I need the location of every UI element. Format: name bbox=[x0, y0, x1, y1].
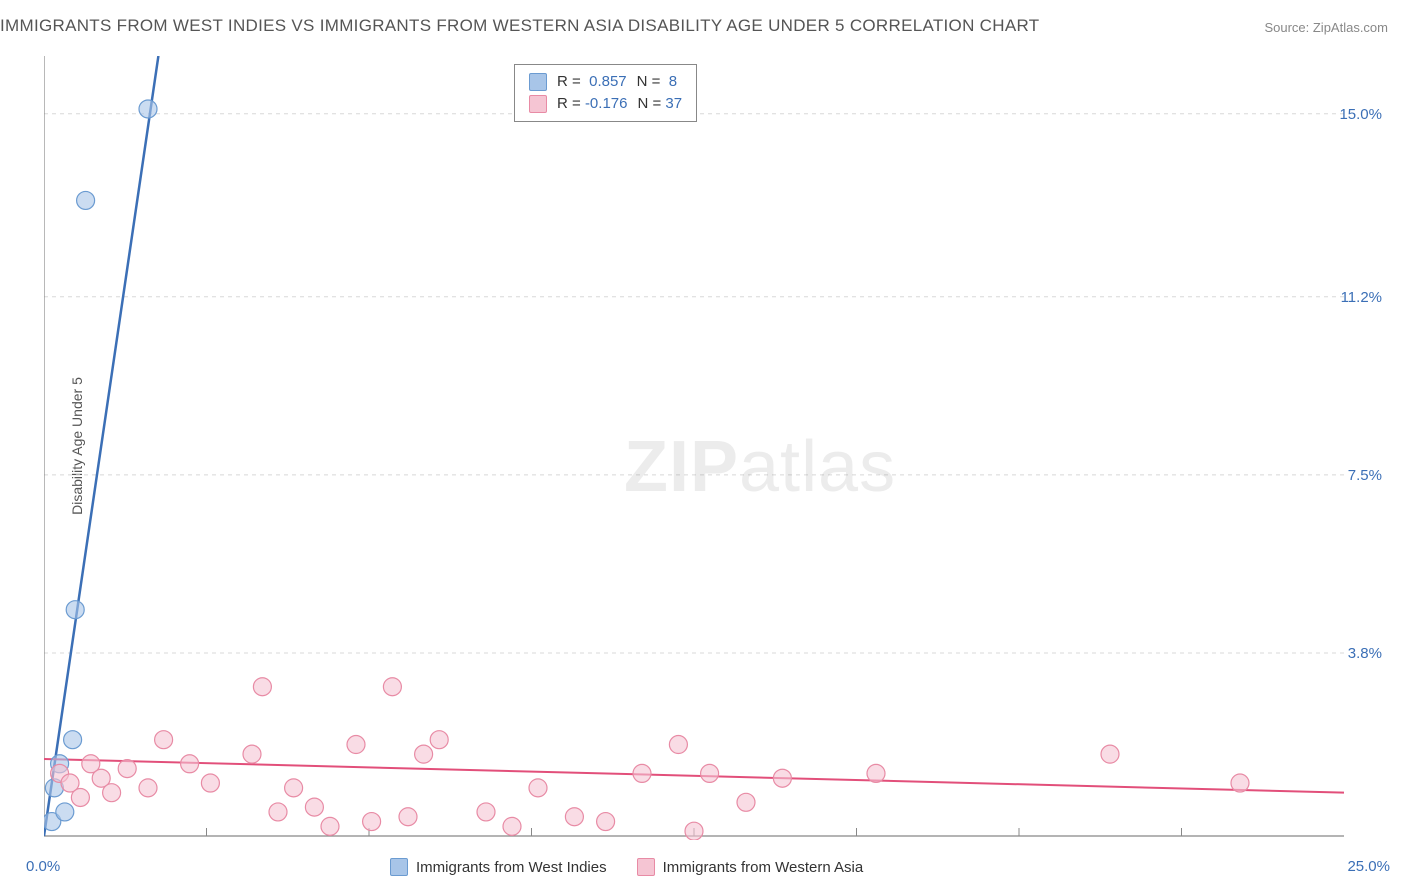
legend-item-series-2: Immigrants from Western Asia bbox=[637, 858, 864, 876]
n-value: 37 bbox=[665, 95, 682, 112]
legend-swatch-2 bbox=[637, 858, 655, 876]
source-label: Source: bbox=[1264, 20, 1312, 35]
legend-item-series-1: Immigrants from West Indies bbox=[390, 858, 607, 876]
series-1-color-swatch bbox=[529, 73, 547, 91]
source-attribution: Source: ZipAtlas.com bbox=[1264, 20, 1388, 35]
legend: Immigrants from West Indies Immigrants f… bbox=[390, 858, 863, 876]
stats-row-series-1: R = 0.857 N = 8 bbox=[529, 71, 682, 93]
x-max-label: 25.0% bbox=[1347, 858, 1390, 875]
n-label: N = bbox=[637, 73, 665, 90]
legend-label-2: Immigrants from Western Asia bbox=[663, 859, 864, 876]
r-value: 0.857 bbox=[585, 73, 627, 90]
y-tick-label: 7.5% bbox=[1348, 467, 1382, 484]
chart-title: IMMIGRANTS FROM WEST INDIES VS IMMIGRANT… bbox=[0, 16, 1039, 36]
y-tick-label: 3.8% bbox=[1348, 645, 1382, 662]
scatter-plot bbox=[44, 56, 1390, 840]
y-tick-label: 15.0% bbox=[1339, 106, 1382, 123]
n-value: 8 bbox=[665, 73, 678, 90]
chart-container: IMMIGRANTS FROM WEST INDIES VS IMMIGRANT… bbox=[0, 0, 1406, 892]
r-value: -0.176 bbox=[585, 95, 628, 112]
legend-swatch-1 bbox=[390, 858, 408, 876]
r-label: R = bbox=[557, 73, 585, 90]
chart-area: ZIPatlas R = 0.857 N = 8 R = -0.176 N = … bbox=[44, 56, 1390, 840]
correlation-stats-box: R = 0.857 N = 8 R = -0.176 N = 37 bbox=[514, 64, 697, 122]
r-label: R = bbox=[557, 95, 585, 112]
stats-row-series-2: R = -0.176 N = 37 bbox=[529, 93, 682, 115]
n-label: N = bbox=[637, 95, 665, 112]
source-value: ZipAtlas.com bbox=[1313, 20, 1388, 35]
y-tick-label: 11.2% bbox=[1341, 289, 1382, 306]
series-2-color-swatch bbox=[529, 95, 547, 113]
x-origin-label: 0.0% bbox=[26, 858, 60, 875]
legend-label-1: Immigrants from West Indies bbox=[416, 859, 607, 876]
